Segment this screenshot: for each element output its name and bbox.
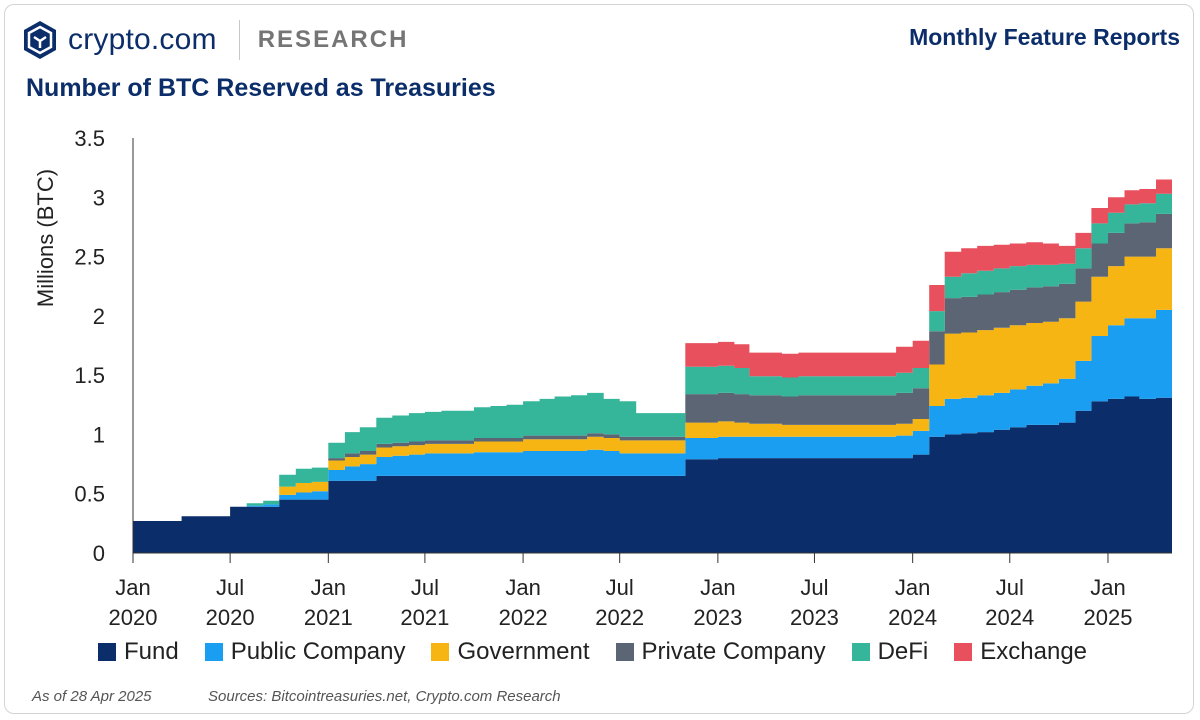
y-tick-label: 0 (93, 541, 105, 566)
y-tick-label: 0.5 (74, 482, 105, 507)
area-fund (133, 396, 1172, 553)
legend-swatch (204, 643, 223, 661)
y-tick-label: 3.5 (74, 126, 105, 151)
x-tick-label: Jan 2023 (693, 575, 742, 630)
y-tick-label: 2 (93, 304, 105, 329)
area-layers (133, 179, 1172, 553)
x-tick-label: Jul 2023 (790, 575, 839, 630)
research-label: RESEARCH (257, 26, 409, 53)
legend-swatch (954, 643, 973, 661)
x-axis: Jan 2020 Jul 2020 Jan 2021 Jul 2021 Jan 2022 Jul 20… (109, 552, 1172, 630)
header-divider (238, 20, 240, 60)
x-tick-label: Jan 2022 (499, 575, 548, 630)
area-private-company (133, 213, 1172, 521)
legend-item-private-company: Private Company (615, 638, 826, 666)
y-axis: 0 0.5 1 1.5 2 2.5 3 3.5 (74, 126, 134, 566)
area-public-company (133, 309, 1172, 521)
card-frame (4, 4, 1194, 714)
legend-item-public-company: Public Company (204, 638, 406, 666)
legend-label: Fund (124, 638, 179, 665)
y-tick-label: 2.5 (74, 245, 105, 270)
crypto-com-logo-icon (24, 21, 56, 59)
as-of-date: As of 28 Apr 2025 (32, 688, 152, 705)
legend-swatch (851, 643, 870, 661)
legend-swatch (431, 643, 450, 661)
y-tick-label: 1.5 (74, 363, 105, 388)
legend-item-exchange: Exchange (954, 638, 1087, 666)
legend-swatch (615, 643, 634, 661)
y-tick-label: 3 (93, 185, 105, 210)
area-defi (133, 193, 1172, 521)
chart-legend: Fund Public Company Government Private Comp… (98, 638, 1113, 666)
legend-item-fund: Fund (98, 638, 179, 666)
y-axis-label: Millions (BTC) (33, 169, 58, 307)
header: crypto.com RESEARCH (22, 16, 408, 64)
chart-title: Number of BTC Reserved as Treasuries (26, 74, 496, 102)
legend-label: Exchange (980, 638, 1088, 665)
legend-label: Private Company (641, 638, 826, 665)
legend-item-defi: DeFi (851, 638, 929, 666)
x-tick-label: Jul 2024 (985, 575, 1034, 630)
area-government (133, 248, 1172, 522)
x-tick-label: Jul 2020 (206, 575, 255, 630)
x-tick-label: Jul 2022 (595, 575, 644, 630)
legend-item-government: Government (431, 638, 590, 666)
x-tick-label: Jan 2021 (304, 575, 353, 630)
x-tick-label: Jan 2020 (109, 575, 158, 630)
y-tick-label: 1 (93, 422, 105, 447)
legend-label: Government (457, 638, 590, 665)
x-tick-label: Jan 2025 (1083, 575, 1132, 630)
legend-label: Public Company (230, 638, 406, 665)
x-tick-label: Jul 2021 (400, 575, 449, 630)
logo-text: crypto.com (68, 23, 217, 56)
x-tick-label: Jan 2024 (888, 575, 937, 630)
legend-label: DeFi (877, 638, 929, 665)
monthly-feature-reports-link[interactable]: Monthly Feature Reports (909, 24, 1180, 50)
sources-note: Sources: Bitcointreasuries.net, Crypto.c… (208, 688, 561, 705)
legend-swatch (98, 643, 116, 661)
